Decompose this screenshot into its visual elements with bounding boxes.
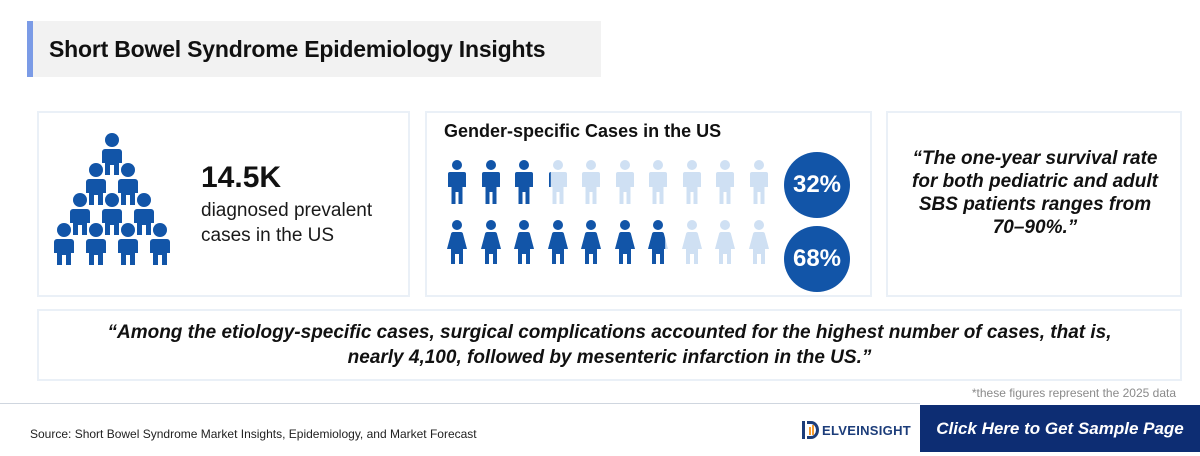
male-icon-row (445, 159, 780, 207)
female-person-icon (546, 219, 580, 267)
female-person-icon (646, 219, 680, 267)
female-person-icon (445, 219, 479, 267)
people-pyramid-icon (54, 133, 170, 265)
female-person-icon (613, 219, 647, 267)
female-person-icon (512, 219, 546, 267)
prevalence-description: diagnosed prevalent cases in the US (201, 200, 373, 246)
male-person-icon (579, 159, 613, 207)
divider (0, 403, 920, 404)
prevalence-card: 14.5K diagnosed prevalent cases in the U… (37, 111, 410, 297)
female-person-icon (479, 219, 513, 267)
female-person-icon (713, 219, 747, 267)
survival-card: “The one-year survival rate for both ped… (886, 111, 1182, 297)
gender-title: Gender-specific Cases in the US (444, 121, 722, 141)
male-person-icon (479, 159, 513, 207)
get-sample-page-button[interactable]: Click Here to Get Sample Page (920, 405, 1200, 452)
male-person-icon (546, 159, 580, 207)
delveinsight-logo: ELVEINSIGHT (800, 418, 911, 442)
logo-d-icon (802, 421, 819, 439)
etiology-card: “Among the etiology-specific cases, surg… (37, 309, 1182, 381)
male-person-icon (445, 159, 479, 207)
female-person-icon (680, 219, 714, 267)
male-person-icon (713, 159, 747, 207)
male-percent-badge: 32% (784, 152, 850, 218)
female-icon-row (445, 219, 780, 267)
female-person-icon (579, 219, 613, 267)
survival-quote: “The one-year survival rate for both ped… (912, 148, 1158, 238)
male-person-icon (512, 159, 546, 207)
footnote: *these figures represent the 2025 data (971, 386, 1176, 400)
page-title: Short Bowel Syndrome Epidemiology Insigh… (49, 35, 546, 62)
male-person-icon (747, 159, 781, 207)
etiology-quote: “Among the etiology-specific cases, surg… (107, 322, 1112, 368)
prevalence-value: 14.5K (201, 161, 282, 194)
female-percent-badge: 68% (784, 226, 850, 292)
male-person-icon (613, 159, 647, 207)
title-bar: Short Bowel Syndrome Epidemiology Insigh… (27, 21, 601, 77)
male-person-icon (680, 159, 714, 207)
male-person-icon (646, 159, 680, 207)
source-text: Source: Short Bowel Syndrome Market Insi… (30, 427, 477, 441)
logo-text: ELVEINSIGHT (822, 422, 912, 438)
female-person-icon (747, 219, 781, 267)
gender-card: Gender-specific Cases in the US 32% 68% (425, 111, 872, 297)
